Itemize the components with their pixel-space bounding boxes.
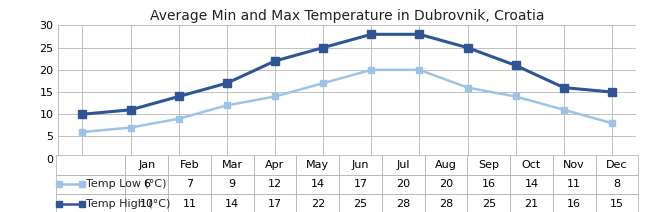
Text: Temp Low (°C): Temp Low (°C) <box>86 179 167 189</box>
Title: Average Min and Max Temperature in Dubrovnik, Croatia: Average Min and Max Temperature in Dubro… <box>150 9 545 23</box>
Text: Temp High (°C): Temp High (°C) <box>86 199 171 209</box>
